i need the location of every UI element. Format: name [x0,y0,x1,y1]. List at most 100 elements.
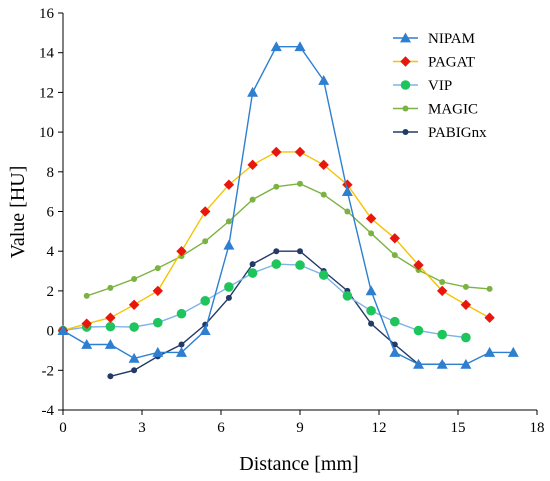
series-pagat [57,146,495,336]
pagat-point [484,312,495,323]
y-axis-title: Value [HU] [7,166,29,259]
pagat-point [365,213,377,224]
legend-magic-point [402,105,409,112]
x-axis-title: Distance [mm] [239,453,358,475]
y-tick-label: 8 [47,165,55,181]
legend-label-pabignx: PABIGnx [428,125,487,141]
pabignx-point [273,248,280,255]
magic-point [131,275,138,282]
pagat-point [294,146,306,158]
nipam-point [57,325,69,335]
y-tick-label: 2 [47,284,55,300]
y-tick-label: 12 [39,85,54,101]
pabignx-point [368,320,375,327]
vip-point [437,329,448,340]
magic-point [154,265,161,272]
pagat-point [318,159,329,171]
nipam-point [247,86,259,97]
series-nipam [57,41,519,369]
nipam-point [81,338,93,349]
nipam-point [176,346,187,357]
vip-point [318,270,329,280]
nipam-point [389,346,401,357]
y-tick-label: -2 [42,363,55,379]
pagat-point [247,159,258,171]
pagat-point [128,299,140,310]
pabignx-point [178,341,185,348]
x-tick-label: 6 [217,420,225,436]
legend-label-vip: VIP [428,78,452,94]
vip-point [224,282,234,292]
legend: NIPAM PAGAT VIP MAGIC PABIGnx [393,31,487,141]
magic-point [344,208,351,215]
magic-point [439,278,446,285]
pabignx-point [131,367,138,374]
vip-point [271,259,282,269]
y-tick-label: 16 [39,6,55,22]
series-magic [83,180,493,299]
vip-point [105,321,116,332]
vip-line [62,263,466,339]
pagat-point [437,285,448,297]
vip-point [129,322,139,332]
nipam-line [62,46,514,365]
magic-point [249,196,256,203]
x-tick-label: 15 [451,420,466,436]
pagat-point [105,312,116,323]
magic-point [462,283,469,290]
pagat-point [413,259,424,271]
legend-item-vip: VIP [393,78,452,94]
magic-point [202,238,209,245]
vip-point [295,260,305,270]
magic-point [320,191,327,198]
y-tick-label: 4 [47,244,55,260]
pagat-point [176,246,187,257]
nipam-point [199,325,211,335]
vip-point [366,305,376,316]
vip-point [461,332,471,343]
magic-point [273,183,280,190]
pabignx-point [391,341,398,348]
legend-label-magic: MAGIC [428,102,478,118]
x-tick-label: 12 [372,420,387,436]
pagat-point [152,285,163,297]
pagat-point [460,299,472,310]
nipam-point [104,338,116,349]
y-tick-label: -4 [42,403,55,419]
nipam-point [507,346,519,357]
magic-point [83,292,90,299]
magic-point [225,218,232,225]
pabignx-point [107,373,114,380]
vip-point [153,317,163,328]
legend-nipam-point [400,32,411,43]
series-vip [58,259,471,343]
nipam-point [460,358,472,369]
x-tick-label: 0 [59,420,67,436]
vip-point [413,325,424,336]
legend-vip-point [400,80,411,90]
nipam-point [223,239,235,250]
magic-point [107,284,114,291]
magic-line [86,182,490,297]
nipam-point [152,346,164,357]
legend-item-nipam: NIPAM [393,31,475,47]
vip-point [342,291,353,301]
pabignx-point [225,294,232,301]
pagat-point [223,179,235,190]
pagat-point [389,233,400,244]
y-tick-label: 14 [39,46,55,62]
y-tick-label: 0 [47,324,55,340]
legend-item-pabignx: PABIGnx [393,125,487,141]
y-tick-label: 6 [47,205,55,221]
legend-item-pagat: PAGAT [393,55,475,71]
pagat-point [200,206,211,217]
magic-point [297,180,303,187]
nipam-point [341,186,353,197]
nipam-point [365,285,377,296]
x-tick-label: 9 [296,420,304,436]
pabignx-point [297,248,303,255]
vip-point [390,316,400,327]
vip-point [247,268,258,278]
nipam-point [318,74,330,85]
